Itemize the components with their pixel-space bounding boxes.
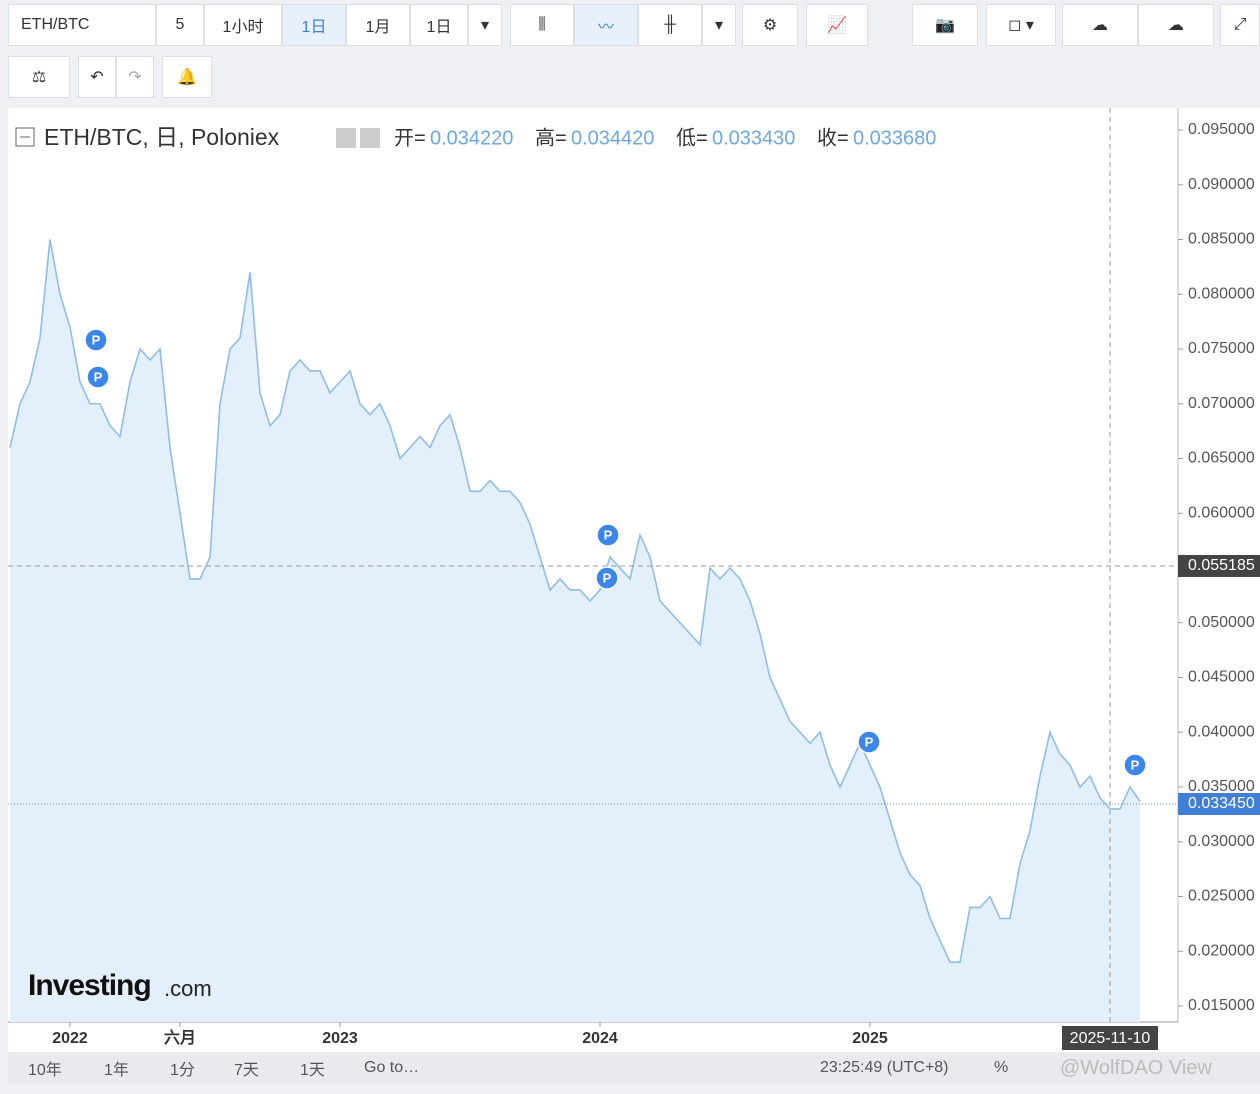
event-marker — [84, 328, 108, 352]
dropdown[interactable]: ▾ — [468, 4, 502, 46]
x-tick-label: 2022 — [52, 1030, 88, 1047]
symbol-input[interactable]: ETH/BTC — [8, 4, 156, 46]
interval-button[interactable]: 1小时 — [204, 4, 282, 46]
date-label: 2025-11-10 — [1070, 1030, 1151, 1047]
event-marker — [596, 523, 620, 547]
ohlc-value: 0.033680 — [853, 127, 936, 149]
event-marker-label: P — [865, 734, 874, 749]
bottom-bar — [8, 1052, 1260, 1084]
y-tick-label: 0.080000 — [1188, 285, 1255, 302]
bar-button[interactable]: ╫ — [638, 4, 702, 46]
ohlc-value: 0.033430 — [712, 127, 795, 149]
interval-button[interactable]: 5 — [156, 4, 204, 46]
event-marker-label: P — [92, 332, 101, 347]
y-tick-label: 0.095000 — [1188, 121, 1255, 138]
y-tick-label: 0.030000 — [1188, 833, 1255, 850]
time-label: 23:25:49 (UTC+8) — [820, 1059, 949, 1076]
range-button[interactable]: Go to… — [364, 1059, 420, 1076]
event-marker — [1123, 753, 1147, 777]
download-button[interactable]: ☁ — [1062, 4, 1138, 46]
event-marker-label: P — [604, 527, 613, 542]
range-button[interactable]: 10年 — [28, 1062, 62, 1079]
interval-button[interactable]: 1日 — [282, 4, 346, 46]
event-marker — [86, 365, 110, 389]
range-button[interactable]: 1天 — [300, 1062, 325, 1079]
color-button[interactable]: ◻ ▾ — [986, 4, 1056, 46]
y-tick-label: 0.035000 — [1188, 778, 1255, 795]
settings-button[interactable]: ⚙ — [742, 4, 798, 46]
range-button[interactable]: 1年 — [104, 1062, 129, 1079]
ohlc-value: 0.034220 — [430, 127, 513, 149]
last-price-label: 0.033450 — [1188, 795, 1255, 812]
price-line — [9, 239, 1141, 964]
x-tick-label: 2024 — [582, 1030, 618, 1047]
event-marker — [595, 566, 619, 590]
interval-button[interactable]: 1日 — [410, 4, 468, 46]
fullscreen-button[interactable]: ⤢ — [1220, 4, 1260, 46]
range-button[interactable]: 1分 — [170, 1062, 195, 1079]
camera-button[interactable]: 📷 — [912, 4, 978, 46]
y-tick-label: 0.065000 — [1188, 450, 1255, 467]
watermark: @WolfDAO View — [1060, 1056, 1212, 1079]
event-marker-label: P — [1131, 757, 1140, 772]
legend-title: ETH/BTC, 日, Poloniex — [44, 124, 280, 150]
event-marker-label: P — [603, 570, 612, 585]
chart: 0.015000 0.020000 0.025000 0.030000 0.035000… — [8, 108, 1260, 1052]
ohlc-label: 高= — [535, 126, 567, 149]
undo-button[interactable]: ↶ — [78, 56, 116, 98]
legend-icon — [360, 128, 380, 148]
compare-button[interactable]: ⚖ — [8, 56, 70, 98]
date-badge — [1062, 1026, 1158, 1050]
upload-button[interactable]: ☁ — [1138, 4, 1214, 46]
interval-button[interactable]: 1月 — [346, 4, 410, 46]
x-tick-label: 六月 — [164, 1028, 196, 1047]
y-tick-label: 0.060000 — [1188, 504, 1255, 521]
line-button[interactable]: 〰 — [574, 4, 638, 46]
event-marker-label: P — [94, 369, 103, 384]
ohlc-value: 0.034420 — [571, 127, 654, 149]
crosshair-label: 0.055185 — [1188, 557, 1255, 574]
y-tick-label: 0.025000 — [1188, 888, 1255, 905]
x-tick-label: 2023 — [322, 1030, 358, 1047]
last-price-badge — [1178, 792, 1260, 815]
logo-brand: Investing — [28, 969, 151, 1002]
y-tick-label: 0.050000 — [1188, 614, 1255, 631]
indicators-button[interactable]: 📈 — [806, 4, 868, 46]
y-tick-label: 0.075000 — [1188, 340, 1255, 357]
y-tick-label: 0.040000 — [1188, 723, 1255, 740]
crosshair-badge — [1178, 554, 1260, 577]
area-fill — [10, 239, 1140, 1022]
range-button[interactable]: 7天 — [234, 1062, 259, 1079]
redo-button[interactable]: ↷ — [116, 56, 154, 98]
ohlc-label: 低= — [676, 126, 708, 149]
y-tick-label: 0.020000 — [1188, 942, 1255, 959]
event-marker — [857, 730, 881, 754]
collapse-icon — [15, 127, 35, 147]
legend-icon — [336, 128, 356, 148]
percent-button[interactable]: % — [994, 1059, 1009, 1076]
candle-button[interactable]: ⫼ — [510, 4, 574, 46]
y-tick-label: 0.085000 — [1188, 231, 1255, 248]
y-tick-label: 0.015000 — [1188, 997, 1255, 1014]
alert-button[interactable]: 🔔 — [162, 56, 212, 98]
logo-suffix: .com — [164, 976, 212, 1001]
x-tick-label: 2025 — [852, 1030, 888, 1047]
dropdown[interactable]: ▾ — [702, 4, 736, 46]
ohlc-label: 收= — [817, 126, 849, 149]
y-tick-label: 0.070000 — [1188, 395, 1255, 412]
ohlc-label: 开= — [394, 127, 426, 149]
y-tick-label: 0.045000 — [1188, 669, 1255, 686]
y-tick-label: 0.090000 — [1188, 176, 1255, 193]
